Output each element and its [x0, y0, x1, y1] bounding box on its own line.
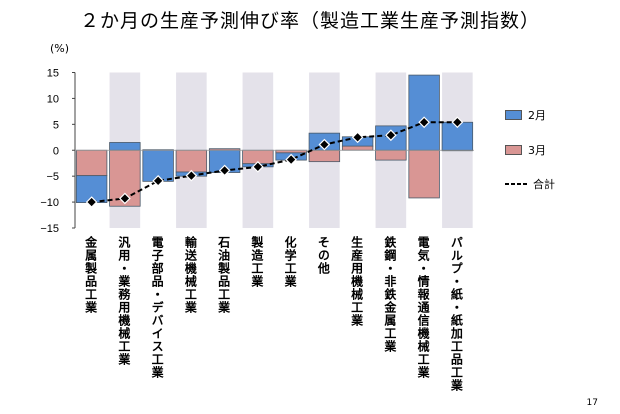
y-tick-label: −10 — [40, 197, 59, 209]
x-tick-label: 電子部品・デバイス工業 — [150, 236, 165, 379]
total-marker — [318, 138, 331, 151]
legend-label-mar: 3月 — [528, 144, 546, 157]
total-marker — [218, 164, 231, 177]
x-tick-label: 鉄鋼・非鉄金属工業 — [382, 236, 397, 353]
total-marker — [285, 153, 297, 166]
legend-item-mar: 3月 — [505, 142, 546, 158]
total-marker — [185, 169, 198, 182]
total-marker — [152, 174, 164, 187]
x-tick-label: 石油製品工業 — [216, 236, 231, 314]
y-tick-label: −15 — [40, 223, 59, 235]
y-tick-label: 5 — [53, 119, 59, 131]
x-tick-label: その他 — [316, 236, 331, 275]
legend-line-total — [505, 183, 527, 185]
legend-label-feb: 2月 — [528, 109, 546, 122]
bar-feb — [408, 74, 440, 151]
page-number: 17 — [586, 398, 598, 408]
bar-mar — [408, 149, 440, 199]
chart-title: ２か月の生産予測伸び率（製造工業生産予測指数） — [79, 10, 540, 32]
legend-item-feb: 2月 — [505, 107, 546, 123]
legend-label-total: 合計 — [533, 178, 555, 191]
bar-mar — [375, 149, 407, 161]
x-tick-label: 電気・情報通信機械工業 — [416, 236, 431, 379]
y-tick-label: −5 — [46, 171, 59, 183]
legend-item-total: 合計 — [505, 176, 555, 192]
legend-swatch-mar — [505, 145, 522, 155]
y-axis-unit: (%) — [50, 42, 70, 55]
bar-mar — [175, 149, 208, 173]
total-marker — [351, 131, 364, 144]
x-tick-label: 金属製品工業 — [83, 236, 98, 314]
y-tick-label: 0 — [53, 145, 59, 157]
bar-mar — [75, 149, 108, 177]
total-marker — [385, 129, 397, 142]
x-tick-label: 化学工業 — [283, 236, 298, 288]
total-marker — [451, 116, 464, 129]
total-marker — [418, 116, 430, 129]
x-tick-label: 製造工業 — [249, 236, 264, 288]
bar-feb — [109, 142, 141, 151]
total-line — [91, 121, 458, 204]
x-tick-label: パルプ・紙・紙加工品工業 — [449, 236, 464, 392]
x-tick-label: 汎用・業務用機械工業 — [116, 236, 131, 366]
x-tick-label: 生産用機械工業 — [349, 236, 364, 327]
y-tick-label: 15 — [47, 68, 59, 80]
total-marker — [119, 192, 131, 205]
legend-swatch-feb — [505, 110, 522, 120]
bar-mar — [308, 149, 341, 163]
x-tick-label: 輸送機械工業 — [183, 236, 198, 314]
total-marker — [85, 196, 98, 208]
bar-mar — [341, 145, 374, 151]
total-marker — [252, 160, 264, 173]
y-tick-label: 10 — [47, 93, 59, 105]
